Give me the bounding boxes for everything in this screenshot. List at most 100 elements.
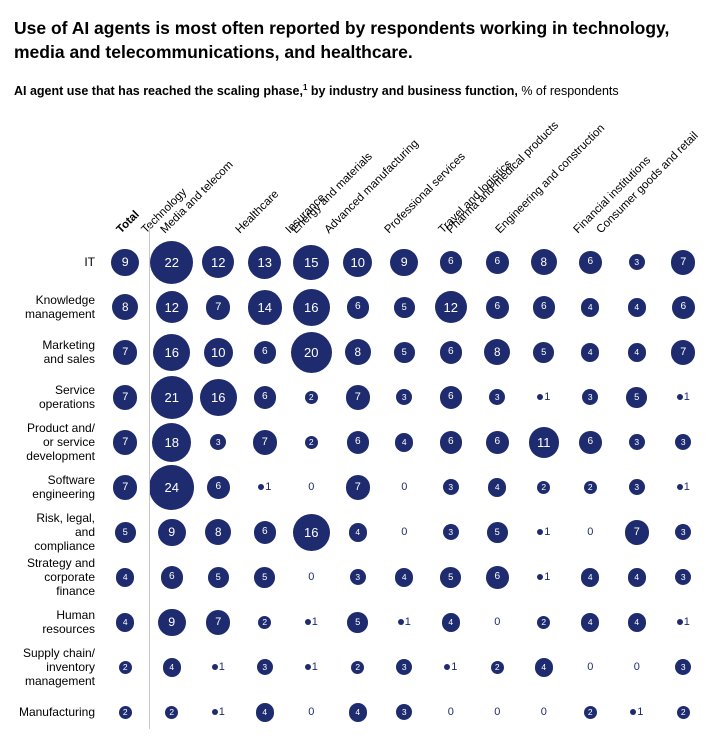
bubble: 9 <box>157 518 186 547</box>
bubble: 7 <box>624 520 649 545</box>
bubble-cell: 0 <box>567 645 614 690</box>
bubble: 16 <box>292 289 330 326</box>
bubble: 16 <box>292 514 330 551</box>
bubble: 8 <box>112 294 139 321</box>
bubble: 2 <box>258 615 272 629</box>
bubble-cell: 15 <box>288 240 335 285</box>
bubble: 4 <box>255 703 274 722</box>
bubble: 6 <box>579 251 602 274</box>
subtitle-bold-text: AI agent use that has reached the scalin… <box>14 84 303 99</box>
dot-icon <box>630 709 637 716</box>
bubble: 4 <box>116 613 135 632</box>
bubble-cell: 24 <box>149 464 196 510</box>
zero-value: 0 <box>540 706 547 719</box>
bubble-cell: 5 <box>335 600 382 645</box>
bubble-cell: 6 <box>474 240 521 285</box>
one-value: 1 <box>537 526 550 538</box>
bubble-cell: 5 <box>381 330 428 375</box>
bubble-cell: 9 <box>102 240 149 285</box>
bubble-value: 1 <box>218 706 225 719</box>
bubble-cell: 8 <box>521 240 568 285</box>
bubble: 4 <box>162 658 181 677</box>
bubble-cell: 4 <box>381 420 428 465</box>
bubble-cell: 7 <box>195 600 242 645</box>
row-label: Strategy and corporate finance <box>26 556 95 599</box>
zero-value: 0 <box>587 661 594 674</box>
bubble-cell: 1 <box>288 600 335 645</box>
one-value: 1 <box>676 481 690 493</box>
bubble: 4 <box>348 703 367 722</box>
bubble: 3 <box>675 569 692 586</box>
bubble: 4 <box>116 568 135 587</box>
bubble-cell: 4 <box>428 600 475 645</box>
dot-icon <box>676 484 683 491</box>
bubble: 10 <box>343 247 373 277</box>
column-header: Total <box>114 208 142 236</box>
bubble-cell: 7 <box>102 420 149 465</box>
bubble-cell: 3 <box>567 375 614 420</box>
bubble-cell: 5 <box>614 375 661 420</box>
bubble: 4 <box>581 298 600 317</box>
bubble-cell: 16 <box>195 375 242 420</box>
dot-icon <box>304 619 311 626</box>
one-value: 1 <box>304 616 318 628</box>
bubble: 6 <box>439 341 462 364</box>
bubble-cell: 9 <box>149 600 196 645</box>
bubble-cell: 3 <box>428 465 475 510</box>
bubble: 6 <box>439 251 462 274</box>
bubble: 6 <box>207 476 230 499</box>
one-value: 1 <box>211 661 225 673</box>
bubble-cell: 1 <box>195 645 242 690</box>
dot-icon <box>537 574 544 581</box>
bubble: 2 <box>118 660 132 674</box>
bubble-cell: 12 <box>195 240 242 285</box>
bubble-cell: 7 <box>614 510 661 555</box>
bubble: 9 <box>390 248 419 277</box>
bubble: 3 <box>210 434 227 451</box>
subtitle-bold-text-2: by industry and business function, <box>307 84 518 99</box>
bubble-cell: 2 <box>335 645 382 690</box>
bubble-cell: 12 <box>149 285 196 330</box>
bubble-cell: 12 <box>428 285 475 330</box>
zero-value: 0 <box>587 526 594 539</box>
bubble: 2 <box>351 660 365 674</box>
bubble-cell: 2 <box>102 645 149 690</box>
chart-row: Service operations 7 21 16 6 2 7 3 6 3 1 3 5 1 <box>12 375 703 420</box>
bubble: 2 <box>165 705 179 719</box>
row-label: Manufacturing <box>18 705 95 720</box>
bubble: 3 <box>489 389 506 406</box>
bubble-cell: 8 <box>335 330 382 375</box>
row-label: Software engineering <box>32 473 95 502</box>
bubble: 4 <box>441 613 460 632</box>
bubble-cell: 16 <box>288 510 335 555</box>
bubble-cell: 3 <box>381 375 428 420</box>
bubble-cell: 4 <box>474 465 521 510</box>
bubble-cell: 20 <box>288 330 335 375</box>
zero-value: 0 <box>447 706 454 719</box>
bubble: 22 <box>150 240 194 284</box>
bubble-cell: 2 <box>242 600 289 645</box>
bubble-cell: 5 <box>381 285 428 330</box>
chart-row: IT 9 22 12 13 15 10 9 6 6 8 6 3 7 <box>12 240 703 285</box>
chart-row: Product and/ or service development 7 18 3 7… <box>12 420 703 465</box>
bubble-cell: 1 <box>614 690 661 735</box>
bubble: 5 <box>254 567 276 588</box>
bubble-cell: 5 <box>102 510 149 555</box>
bubble-cell: 8 <box>474 330 521 375</box>
chart-body: IT 9 22 12 13 15 10 9 6 6 8 6 3 7 Knowledge management… <box>12 223 703 735</box>
bubble-cell: 2 <box>567 465 614 510</box>
bubble-cell: 18 <box>149 420 196 465</box>
bubble-cell: 4 <box>614 330 661 375</box>
chart-row: Marketing and sales 7 16 10 6 20 8 5 6 8 5 4 4 7 <box>12 330 703 375</box>
bubble-cell: 6 <box>428 375 475 420</box>
bubble-value: 1 <box>404 616 411 629</box>
bubble: 8 <box>205 519 232 546</box>
bubble-cell: 3 <box>195 420 242 465</box>
bubble-cell: 1 <box>521 555 568 600</box>
chart-row: Supply chain/ inventory management 2 4 1 3 1 2… <box>12 645 703 690</box>
bubble-cell: 6 <box>521 285 568 330</box>
bubble: 4 <box>581 613 600 632</box>
bubble-cell: 6 <box>428 420 475 465</box>
bubble-cell: 1 <box>288 645 335 690</box>
bubble-cell: 16 <box>288 285 335 330</box>
